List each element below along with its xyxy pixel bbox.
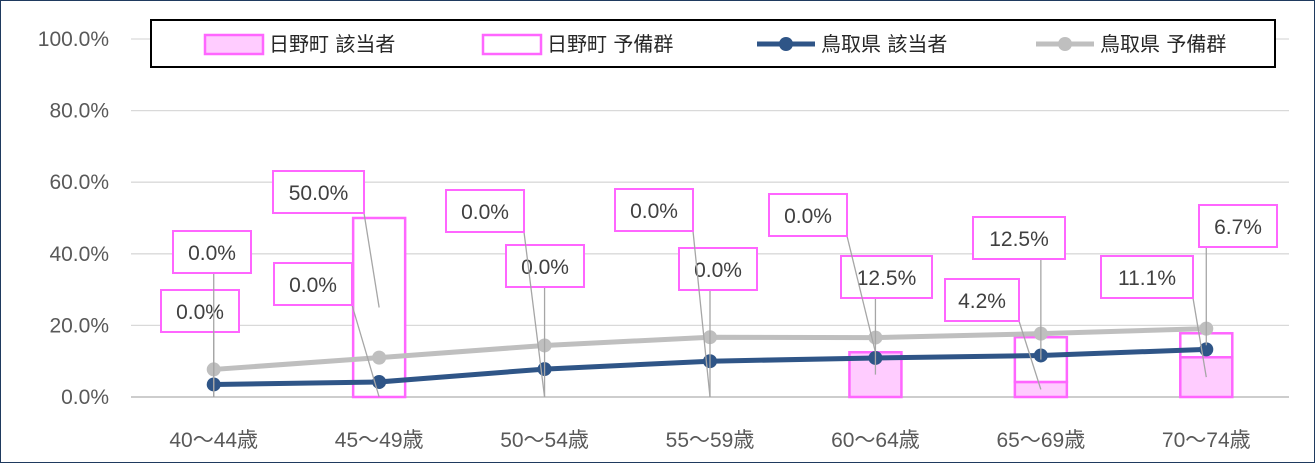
x-tick-label: 50～54歳 [500, 429, 589, 452]
data-label-leader [846, 235, 877, 353]
legend-label: 日野町 該当者 [269, 32, 395, 56]
data-label-box [272, 170, 365, 214]
data-label-leader [692, 230, 711, 398]
x-tick-label: 65～69歳 [996, 429, 1085, 452]
data-label: 0.0% [461, 201, 509, 224]
legend-swatch-marker [779, 37, 793, 51]
y-tick-label: 100.0% [38, 28, 109, 51]
data-label-box [1198, 204, 1278, 248]
data-label-leader [1018, 320, 1042, 390]
data-label-leader [363, 212, 380, 308]
data-label-leader [523, 231, 546, 398]
data-label: 12.5% [989, 228, 1049, 251]
data-label-box [505, 244, 585, 288]
y-tick-label: 0.0% [61, 386, 109, 409]
x-tick-label: 60～64歳 [831, 429, 920, 452]
x-tick-label: 55～59歳 [666, 429, 755, 452]
data-label: 4.2% [958, 290, 1006, 313]
data-label: 50.0% [289, 182, 349, 205]
data-label: 0.0% [630, 200, 678, 223]
x-tick-label: 45～49歳 [335, 429, 424, 452]
y-tick-label: 80.0% [49, 100, 109, 123]
data-label-box [273, 262, 353, 306]
data-label: 12.5% [857, 267, 917, 290]
data-label-box [840, 255, 933, 299]
data-label-box [944, 278, 1020, 322]
legend-label: 日野町 予備群 [547, 32, 673, 56]
legend-label: 鳥取県 該当者 [821, 32, 947, 56]
x-tick-label: 70～74歳 [1162, 429, 1251, 452]
data-label-box [160, 289, 240, 333]
y-tick-label: 60.0% [49, 171, 109, 194]
data-label-leader [351, 304, 380, 398]
legend-label: 鳥取県 予備群 [1100, 32, 1226, 56]
data-label: 0.0% [784, 205, 832, 228]
data-label: 0.0% [521, 256, 569, 279]
data-label: 0.0% [694, 259, 742, 282]
data-label-box [614, 188, 694, 232]
y-tick-label: 40.0% [49, 243, 109, 266]
tottori-yobigun-point [372, 350, 387, 365]
data-label-box [445, 189, 525, 233]
legend-swatch-marker [1058, 37, 1072, 51]
data-label: 0.0% [176, 301, 224, 324]
legend-swatch-bar [481, 33, 543, 56]
data-label: 6.7% [1214, 216, 1262, 239]
data-label: 11.1% [1118, 267, 1176, 290]
x-tick-label: 40～44歳 [169, 429, 258, 452]
y-tick-label: 20.0% [49, 314, 109, 337]
data-label-box [1100, 255, 1194, 299]
data-label: 0.0% [188, 242, 236, 265]
data-label-box [768, 193, 848, 237]
data-label-box [678, 247, 758, 291]
data-label-leader [1192, 297, 1207, 378]
data-label-box [172, 230, 252, 274]
data-label: 0.0% [289, 274, 337, 297]
legend-swatch-bar [203, 33, 265, 56]
data-label-box [972, 216, 1066, 260]
